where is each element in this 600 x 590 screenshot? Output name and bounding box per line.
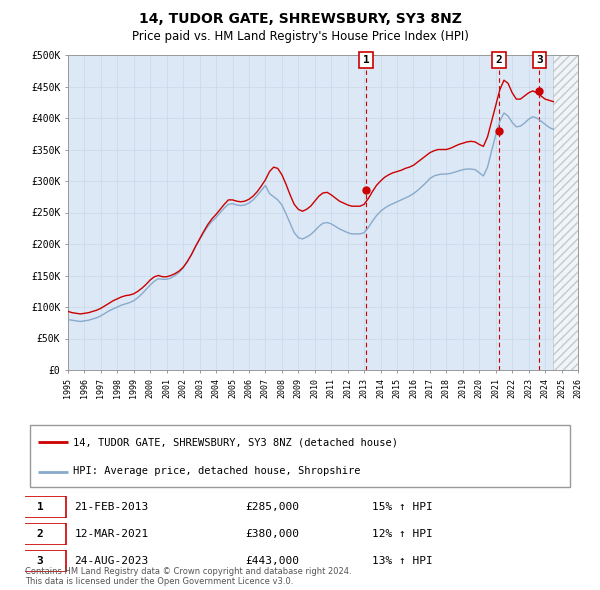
Text: 1: 1 <box>363 55 370 65</box>
Text: 24-AUG-2023: 24-AUG-2023 <box>74 556 149 566</box>
FancyBboxPatch shape <box>14 523 66 545</box>
Text: 14, TUDOR GATE, SHREWSBURY, SY3 8NZ (detached house): 14, TUDOR GATE, SHREWSBURY, SY3 8NZ (det… <box>73 437 398 447</box>
Text: 2: 2 <box>37 529 44 539</box>
Text: 2: 2 <box>496 55 502 65</box>
Text: 14, TUDOR GATE, SHREWSBURY, SY3 8NZ: 14, TUDOR GATE, SHREWSBURY, SY3 8NZ <box>139 12 461 26</box>
FancyBboxPatch shape <box>14 496 66 518</box>
Text: 15% ↑ HPI: 15% ↑ HPI <box>371 502 432 512</box>
Text: £380,000: £380,000 <box>245 529 299 539</box>
FancyBboxPatch shape <box>14 550 66 572</box>
Text: Contains HM Land Registry data © Crown copyright and database right 2024.
This d: Contains HM Land Registry data © Crown c… <box>25 566 352 586</box>
Text: 1: 1 <box>37 502 44 512</box>
Text: 13% ↑ HPI: 13% ↑ HPI <box>371 556 432 566</box>
Text: HPI: Average price, detached house, Shropshire: HPI: Average price, detached house, Shro… <box>73 467 361 477</box>
Text: £285,000: £285,000 <box>245 502 299 512</box>
FancyBboxPatch shape <box>30 425 570 487</box>
Text: Price paid vs. HM Land Registry's House Price Index (HPI): Price paid vs. HM Land Registry's House … <box>131 30 469 43</box>
Text: 3: 3 <box>536 55 543 65</box>
Bar <box>553 55 578 370</box>
Text: £443,000: £443,000 <box>245 556 299 566</box>
Text: 12-MAR-2021: 12-MAR-2021 <box>74 529 149 539</box>
Text: 3: 3 <box>37 556 44 566</box>
Text: 21-FEB-2013: 21-FEB-2013 <box>74 502 149 512</box>
Text: 12% ↑ HPI: 12% ↑ HPI <box>371 529 432 539</box>
